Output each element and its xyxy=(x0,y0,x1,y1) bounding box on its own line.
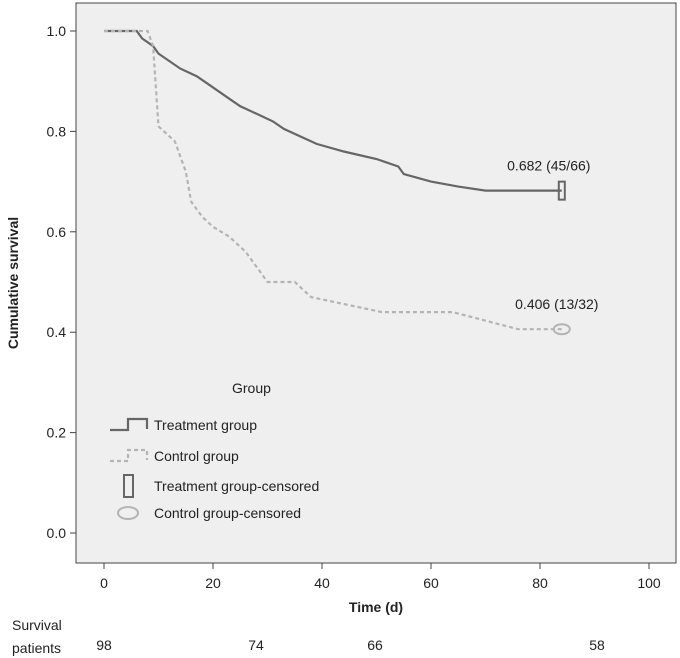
series-line-treatment xyxy=(104,29,562,192)
legend-swatch-line xyxy=(110,448,149,463)
risk-table-value: 58 xyxy=(589,637,605,653)
censor-marker-treatment xyxy=(557,180,566,201)
y-tick-label: 0.0 xyxy=(47,525,67,541)
censor-marker-control xyxy=(552,323,571,336)
x-axis-label: Time (d) xyxy=(349,599,403,615)
x-tick-label: 100 xyxy=(637,575,661,591)
legend-swatch-censor xyxy=(123,474,134,498)
risk-table-value: 98 xyxy=(96,637,112,653)
x-tick-label: 80 xyxy=(532,575,548,591)
annotation-treatment: 0.682 (45/66) xyxy=(507,158,590,174)
x-tick-label: 20 xyxy=(205,575,221,591)
series-line-control xyxy=(104,29,562,331)
x-tick-label: 40 xyxy=(314,575,330,591)
legend-swatch-line xyxy=(110,417,149,432)
legend-entry-label: Control group-censored xyxy=(154,505,301,521)
x-tick-label: 60 xyxy=(423,575,439,591)
risk-table-label-line1: Survival xyxy=(12,617,62,633)
annotation-control: 0.406 (13/32) xyxy=(515,296,598,312)
risk-table-value: 66 xyxy=(367,637,383,653)
y-tick-label: 1.0 xyxy=(47,23,67,39)
legend-entry-label: Control group xyxy=(154,448,239,464)
y-tick-label: 0.8 xyxy=(47,123,67,139)
plot-area xyxy=(75,2,677,564)
y-tick-label: 0.2 xyxy=(47,425,67,441)
risk-table-label-line2: patients xyxy=(12,640,61,656)
legend: Group Treatment group Control group Treatm… xyxy=(110,380,319,521)
y-tick-label: 0.4 xyxy=(47,324,67,340)
x-tick-label: 0 xyxy=(100,575,108,591)
risk-table-value: 74 xyxy=(248,637,264,653)
y-axis-label: Cumulative survival xyxy=(5,217,21,349)
y-tick-label: 0.6 xyxy=(47,224,67,240)
legend-entry-label: Treatment group-censored xyxy=(154,478,319,494)
legend-title: Group xyxy=(232,380,271,396)
legend-swatch-censor xyxy=(117,506,139,520)
risk-table: Survival patients 98 74 66 58 xyxy=(12,617,605,656)
legend-entry-label: Treatment group xyxy=(154,417,257,433)
